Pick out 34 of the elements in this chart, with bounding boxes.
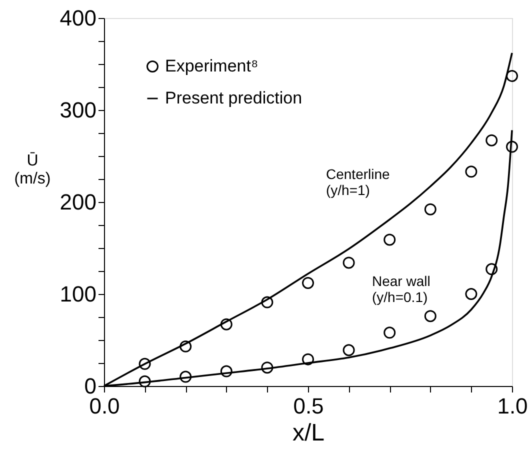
point: [384, 326, 396, 339]
point: [342, 256, 355, 269]
y-axis-title: Ū (m/s): [14, 152, 51, 188]
legend-label: Present prediction: [165, 88, 302, 108]
point: [302, 353, 314, 366]
y-tick-label: 100: [60, 282, 96, 306]
y-tick-label: 400: [60, 6, 96, 30]
point: [465, 288, 478, 300]
point: [506, 140, 518, 153]
annotation: Near wall (y/h=0.1): [372, 273, 430, 305]
point: [180, 340, 192, 352]
x-tick-label: 0.5: [293, 394, 324, 418]
point: [180, 370, 192, 383]
legend-label: Experiment⁸: [165, 56, 258, 76]
x-axis-title: x/L: [292, 420, 325, 446]
point: [302, 276, 314, 289]
point: [384, 234, 396, 246]
point: [220, 365, 232, 378]
point: [342, 344, 355, 356]
point: [138, 375, 151, 388]
point: [261, 296, 274, 308]
point: [424, 310, 436, 322]
point: [261, 362, 274, 374]
point: [424, 203, 436, 216]
annotation: Centerline (y/h=1): [326, 166, 390, 198]
point: [506, 70, 518, 82]
x-tick-label: 1.0: [497, 394, 528, 418]
point: [138, 358, 151, 370]
point: [465, 166, 478, 178]
point: [486, 263, 498, 276]
point: [486, 134, 498, 146]
y-tick-label: 300: [60, 98, 96, 122]
y-tick-label: 200: [60, 190, 96, 214]
point: [220, 318, 232, 330]
